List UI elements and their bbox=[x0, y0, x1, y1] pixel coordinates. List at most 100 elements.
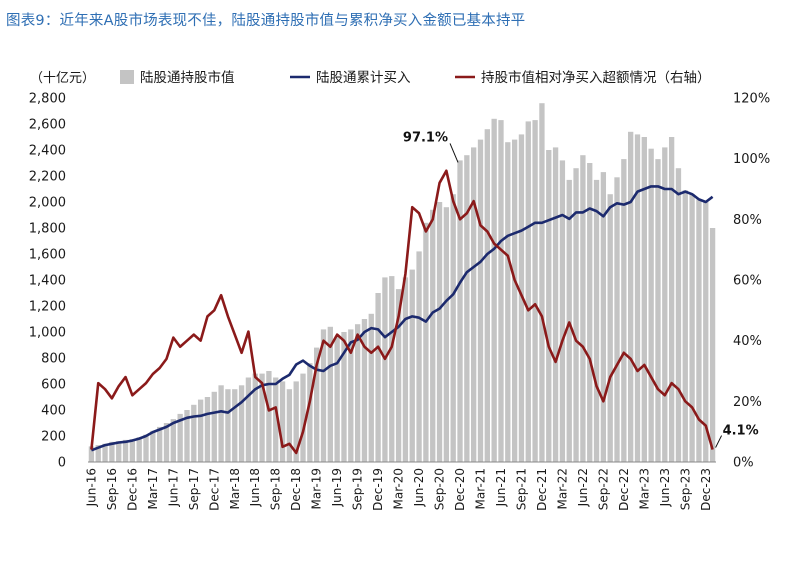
bar-Mar-19 bbox=[314, 347, 320, 462]
x-tick-label: Sep-20 bbox=[433, 468, 447, 510]
bar-Mar-18 bbox=[232, 389, 238, 462]
bar-Oct-17 bbox=[197, 399, 204, 462]
y-left-tick-label: 1,200 bbox=[29, 300, 66, 315]
bar-Dec-19 bbox=[375, 293, 381, 462]
y-left-tick-label: 2,200 bbox=[29, 170, 66, 185]
y-left-tick-label: 600 bbox=[41, 378, 66, 393]
bar-Jul-23 bbox=[668, 137, 675, 462]
bar-Dec-16 bbox=[129, 439, 136, 462]
y-right-tick-label: 60% bbox=[733, 274, 762, 289]
y-left-tick-label: 2,600 bbox=[29, 118, 66, 133]
y-left-tick-label: 2,400 bbox=[29, 144, 66, 159]
bar-Feb-23 bbox=[634, 134, 641, 462]
bar-Oct-20 bbox=[443, 207, 450, 462]
bar-May-19 bbox=[327, 326, 333, 462]
bar-Dec-20 bbox=[457, 160, 463, 462]
legend: 陆股通持股市值 陆股通累计买入 持股市值相对净买入超额情况（右轴） bbox=[120, 69, 711, 86]
bar-Nov-18 bbox=[286, 389, 293, 462]
annotation-peak: 97.1% bbox=[403, 130, 448, 145]
bar-Jan-21 bbox=[464, 155, 470, 462]
y-right-tick-label: 0% bbox=[733, 456, 754, 471]
bar-Jun-23 bbox=[662, 147, 668, 462]
bar-May-22 bbox=[573, 168, 579, 462]
x-tick-label: Sep-23 bbox=[678, 468, 692, 510]
bar-Dec-21 bbox=[539, 103, 545, 462]
annotation-leader bbox=[715, 435, 723, 448]
y-left-unit-label: （十亿元） bbox=[30, 71, 95, 86]
x-tick-label: Dec-18 bbox=[289, 468, 303, 511]
cumulative-buy-line bbox=[90, 185, 714, 452]
bar-Sep-20 bbox=[436, 202, 443, 462]
bar-Dec-17 bbox=[211, 391, 217, 462]
bar-Mar-20 bbox=[395, 289, 402, 462]
bar-Jul-19 bbox=[341, 332, 347, 462]
legend-swatch-bar bbox=[120, 70, 134, 84]
x-tick-label: Sep-22 bbox=[596, 468, 610, 510]
bar-May-18 bbox=[245, 377, 252, 462]
x-tick-label: Jun-19 bbox=[330, 468, 344, 507]
bar-Apr-21 bbox=[484, 129, 490, 462]
bar-Oct-21 bbox=[525, 121, 531, 463]
bar-Nov-20 bbox=[450, 194, 456, 462]
bar-Aug-20 bbox=[430, 209, 436, 462]
bar-Sep-23 bbox=[682, 190, 688, 463]
y-left-tick-label: 800 bbox=[41, 352, 66, 367]
bar-Dec-18 bbox=[293, 381, 299, 462]
legend-label: 陆股通持股市值 bbox=[140, 69, 235, 86]
bar-Oct-19 bbox=[361, 319, 368, 462]
bar-Jun-22 bbox=[580, 155, 586, 462]
y-left-tick-label: 1,400 bbox=[29, 274, 66, 289]
x-tick-label: Sep-19 bbox=[351, 468, 365, 510]
bar-Jun-18 bbox=[252, 373, 258, 462]
x-tick-label: Mar-19 bbox=[310, 468, 324, 509]
bar-Jun-21 bbox=[498, 120, 504, 462]
x-tick-label: Jun-18 bbox=[248, 468, 262, 507]
bar-Sep-18 bbox=[273, 377, 279, 462]
x-tick-label: Dec-23 bbox=[699, 468, 713, 511]
bar-Jan-19 bbox=[300, 373, 306, 462]
bar-Aug-19 bbox=[348, 329, 354, 462]
x-tick-label: Sep-17 bbox=[187, 468, 201, 510]
bar-Dec-22 bbox=[621, 159, 627, 462]
bar-May-20 bbox=[409, 269, 415, 462]
bar-Jun-17 bbox=[170, 419, 176, 462]
y-left-tick-label: 200 bbox=[41, 430, 66, 445]
annotation-leader bbox=[449, 143, 459, 163]
bar-Sep-16 bbox=[109, 441, 115, 462]
bar-Apr-22 bbox=[566, 179, 572, 462]
y-right-tick-label: 20% bbox=[733, 395, 762, 410]
bar-Apr-18 bbox=[238, 385, 245, 462]
x-tick-label: Dec-22 bbox=[617, 468, 631, 511]
bar-Oct-16 bbox=[116, 441, 122, 462]
bar-May-17 bbox=[163, 423, 170, 462]
bar-Jul-20 bbox=[423, 222, 429, 462]
bar-Feb-20 bbox=[389, 276, 395, 462]
bar-Nov-21 bbox=[532, 120, 538, 462]
x-tick-label: Jun-17 bbox=[166, 468, 180, 507]
bar-Nov-17 bbox=[204, 397, 211, 462]
bar-Jul-22 bbox=[587, 163, 593, 462]
bar-May-21 bbox=[491, 118, 497, 463]
y-left-tick-label: 1,800 bbox=[29, 222, 66, 237]
line-series bbox=[90, 169, 714, 455]
x-tick-label: Mar-23 bbox=[637, 468, 651, 509]
bar-Aug-18 bbox=[266, 371, 272, 462]
y-right-tick-label: 40% bbox=[733, 334, 762, 349]
bar-Apr-19 bbox=[320, 329, 327, 462]
annotations: 97.1% 4.1% bbox=[403, 130, 759, 448]
bar-Jun-20 bbox=[416, 251, 422, 462]
bar-Feb-19 bbox=[307, 363, 313, 462]
y-left-tick-label: 0 bbox=[58, 456, 66, 471]
bar-Mar-23 bbox=[641, 137, 647, 462]
chart-title: 图表9：近年来A股市场表现不佳，陆股通持股市值与累积净买入金额已基本持平 bbox=[6, 13, 526, 29]
bar-Dec-23 bbox=[703, 202, 709, 462]
axes: 0 200 400 600 800 1,000 1,200 1,400 1,600 1,800 2,… bbox=[29, 71, 770, 511]
x-tick-label: Mar-18 bbox=[228, 468, 242, 509]
bar-Apr-23 bbox=[648, 148, 654, 462]
bar-Nov-16 bbox=[122, 439, 129, 462]
x-tick-label: Sep-16 bbox=[105, 468, 119, 510]
x-tick-label: Dec-20 bbox=[453, 468, 467, 511]
y-right-tick-label: 120% bbox=[733, 92, 770, 107]
y-left-tick-label: 400 bbox=[41, 404, 66, 419]
x-tick-label: Mar-20 bbox=[392, 468, 406, 509]
